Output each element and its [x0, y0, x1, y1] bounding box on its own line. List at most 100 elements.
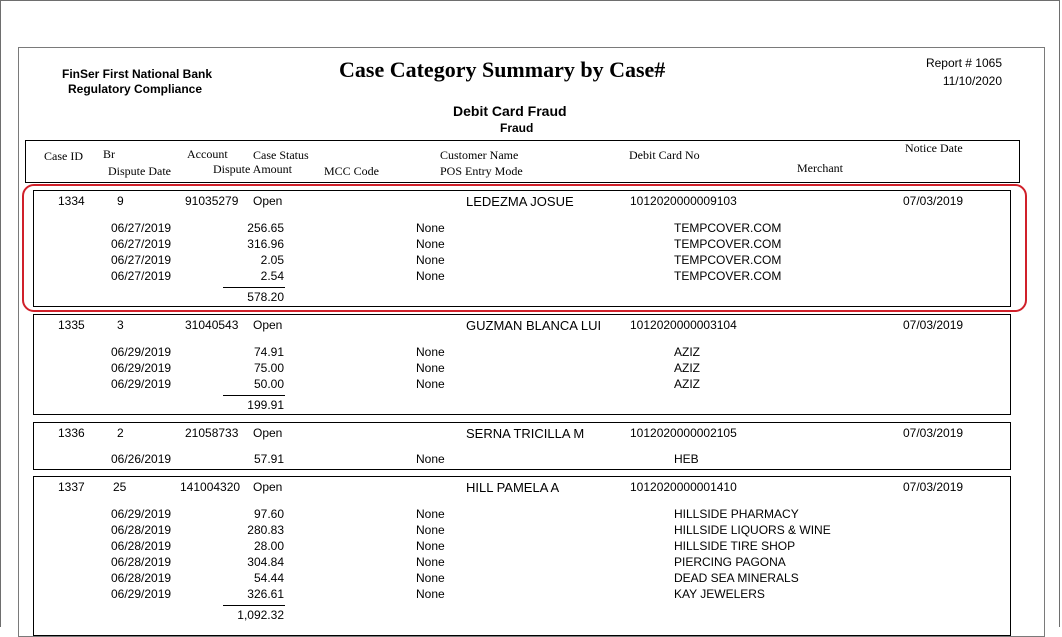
case-id: 1337: [58, 480, 85, 494]
case-status: Open: [253, 318, 283, 332]
notice-date: 07/03/2019: [903, 480, 964, 494]
dispute-amount: 97.60: [253, 507, 284, 521]
pos-entry-mode: None: [416, 253, 445, 267]
dispute-date: 06/27/2019: [111, 253, 172, 267]
branch: 9: [117, 194, 124, 208]
merchant-name: HILLSIDE TIRE SHOP: [674, 539, 796, 553]
dispute-date: 06/28/2019: [111, 555, 172, 569]
col-br: Br: [103, 147, 115, 161]
account-number: 31040543: [185, 318, 239, 332]
dispute-date: 06/27/2019: [111, 221, 172, 235]
dispute-amount: 57.91: [253, 452, 284, 466]
merchant-name: PIERCING PAGONA: [674, 555, 786, 569]
notice-date: 07/03/2019: [903, 318, 964, 332]
department-name: Regulatory Compliance: [68, 82, 203, 96]
dispute-amount: 75.00: [253, 361, 284, 375]
dispute-date: 06/29/2019: [111, 361, 172, 375]
case-id: 1334: [58, 194, 85, 208]
dispute-date: 06/29/2019: [111, 345, 172, 359]
branch: 3: [117, 318, 124, 332]
merchant-name: DEAD SEA MINERALS: [674, 571, 799, 585]
dispute-amount: 2.54: [260, 269, 284, 283]
case-total: 578.20: [247, 290, 284, 304]
case-id: 1335: [58, 318, 85, 332]
report-title: Case Category Summary by Case#: [339, 57, 666, 82]
dispute-date: 06/29/2019: [111, 507, 172, 521]
category-title: Debit Card Fraud: [453, 103, 567, 119]
case-group-1334: 1334 9 91035279 Open LEDEZMA JOSUE 10120…: [33, 190, 1011, 307]
pos-entry-mode: None: [416, 507, 445, 521]
merchant-name: HEB: [674, 452, 699, 466]
debit-card-number: 1012020000002105: [630, 426, 737, 440]
account-number: 91035279: [185, 194, 239, 208]
dispute-amount: 50.00: [253, 377, 284, 391]
case-status: Open: [253, 480, 283, 494]
customer-name: HILL PAMELA A: [466, 480, 560, 495]
pos-entry-mode: None: [416, 452, 445, 466]
col-dispute-date: Dispute Date: [108, 164, 171, 178]
header-rule-right: [1019, 140, 1020, 183]
subcategory-title: Fraud: [500, 121, 534, 135]
dispute-amount: 74.91: [253, 345, 284, 359]
col-case-id: Case ID: [44, 149, 83, 163]
case-status: Open: [253, 426, 283, 440]
dispute-amount: 2.05: [260, 253, 284, 267]
case-group-1337: 1337 25 141004320 Open HILL PAMELA A 101…: [33, 476, 1011, 636]
report-number: Report # 1065: [925, 56, 1002, 70]
dispute-date: 06/27/2019: [111, 237, 172, 251]
merchant-name: KAY JEWELERS: [674, 587, 765, 601]
pos-entry-mode: None: [416, 269, 445, 283]
dispute-date: 06/28/2019: [111, 523, 172, 537]
case-status: Open: [253, 194, 283, 208]
merchant-name: HILLSIDE LIQUORS & WINE: [674, 523, 831, 537]
header-rule-left: [25, 140, 26, 183]
dispute-amount: 304.84: [247, 555, 284, 569]
pos-entry-mode: None: [416, 345, 445, 359]
col-debit-card-no: Debit Card No: [629, 148, 700, 162]
col-mcc-code: MCC Code: [324, 164, 380, 178]
bank-name: FinSer First National Bank: [62, 67, 213, 81]
merchant-name: TEMPCOVER.COM: [674, 269, 782, 283]
header-rule-top: [25, 140, 1020, 141]
dispute-date: 06/28/2019: [111, 539, 172, 553]
pos-entry-mode: None: [416, 587, 445, 601]
merchant-name: AZIZ: [674, 361, 700, 375]
dispute-date: 06/27/2019: [111, 269, 172, 283]
pos-entry-mode: None: [416, 237, 445, 251]
debit-card-number: 1012020000003104: [630, 318, 737, 332]
dispute-amount: 316.96: [247, 237, 284, 251]
col-notice-date: Notice Date: [905, 141, 963, 155]
pos-entry-mode: None: [416, 221, 445, 235]
debit-card-number: 1012020000009103: [630, 194, 737, 208]
debit-card-number: 1012020000001410: [630, 480, 737, 494]
notice-date: 07/03/2019: [903, 426, 964, 440]
total-rule: [223, 605, 285, 606]
col-account: Account: [187, 147, 228, 161]
dispute-amount: 28.00: [253, 539, 284, 553]
pos-entry-mode: None: [416, 555, 445, 569]
merchant-name: AZIZ: [674, 345, 700, 359]
customer-name: SERNA TRICILLA M: [466, 426, 585, 441]
col-case-status: Case Status: [253, 148, 309, 162]
pos-entry-mode: None: [416, 523, 445, 537]
merchant-name: TEMPCOVER.COM: [674, 221, 782, 235]
total-rule: [223, 395, 285, 396]
notice-date: 07/03/2019: [903, 194, 964, 208]
merchant-name: TEMPCOVER.COM: [674, 253, 782, 267]
header-rule-bottom: [25, 182, 1020, 183]
branch: 25: [113, 480, 127, 494]
dispute-amount: 256.65: [247, 221, 284, 235]
case-total: 1,092.32: [237, 608, 284, 622]
merchant-name: AZIZ: [674, 377, 700, 391]
case-id: 1336: [58, 426, 85, 440]
merchant-name: HILLSIDE PHARMACY: [674, 507, 799, 521]
account-number: 141004320: [180, 480, 241, 494]
dispute-date: 06/26/2019: [111, 452, 172, 466]
dispute-date: 06/28/2019: [111, 571, 172, 585]
total-rule: [223, 287, 285, 288]
pos-entry-mode: None: [416, 539, 445, 553]
case-total: 199.91: [247, 398, 284, 412]
col-customer-name: Customer Name: [440, 148, 519, 162]
